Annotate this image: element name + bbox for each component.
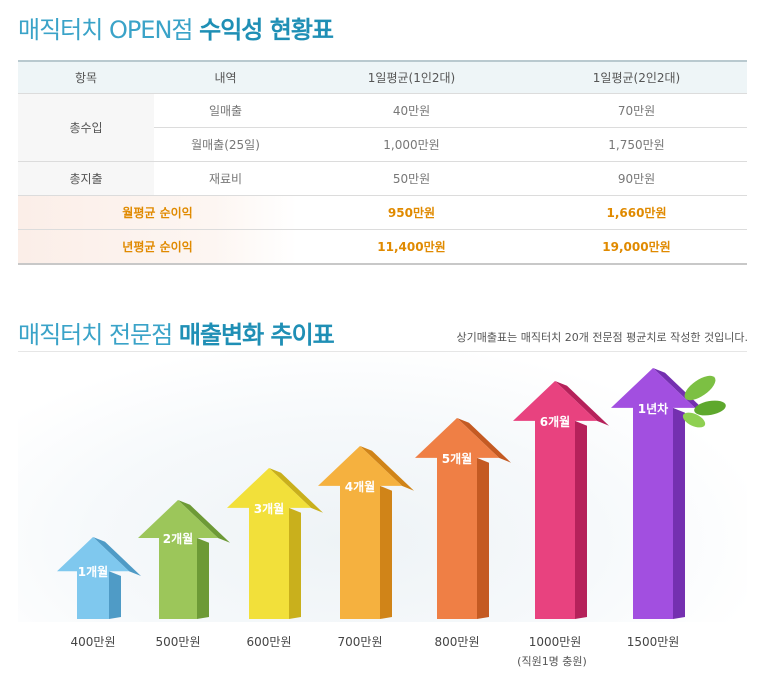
arrow-shape [138,500,218,619]
arrow-shape [457,418,511,463]
profit-value-1: 11,400만원 [297,229,526,265]
arrow-shape [57,537,129,619]
profit-label: 월평균 순이익 [18,195,297,230]
row-detail: 월매출(25일) [154,127,297,162]
row-value-1: 50만원 [297,161,526,196]
row-value-1: 1,000만원 [297,127,526,162]
arrow-shape [197,538,209,619]
arrow-shape [318,446,402,619]
table-row: 월매출(25일) 1,000만원 1,750만원 [18,127,747,162]
profit-value-1: 950만원 [297,195,526,230]
arrow-7: 1년차 [611,368,707,619]
row-detail: 일매출 [154,93,297,128]
arrow-shape [109,571,121,619]
profit-row: 년평균 순이익 11,400만원 19,000만원 [18,229,747,265]
arrow-amount-label: 800만원 [434,635,480,649]
arrow-period-label: 4개월 [345,479,375,494]
arrow-shape [513,381,597,619]
arrow-shape [673,407,685,619]
arrow-shape [653,368,707,413]
row-value-2: 90만원 [526,161,747,196]
header-item: 항목 [18,60,154,94]
table-row: 총수입 일매출 40만원 70만원 [18,93,747,162]
arrow-shape [178,500,230,543]
profitability-title: 매직터치 OPEN점 수익성 현황표 [18,16,334,44]
arrow-1: 1개월 [57,537,141,619]
arrow-shape [269,468,323,513]
arrow-period-label: 3개월 [254,501,284,516]
header-detail: 내역 [154,60,297,94]
arrow-amount-label: 1500만원 [626,635,680,649]
staff-note: (직원1명 충원) [517,655,587,668]
arrow-amount-label: 700만원 [337,635,383,649]
arrow-shape [575,420,587,619]
arrow-period-label: 6개월 [540,414,570,429]
row-detail: 재료비 [154,161,297,196]
profit-value-2: 19,000만원 [526,229,747,265]
arrow-shape [227,468,311,619]
leaf-icon [682,375,726,428]
arrow-shape [360,446,414,491]
arrow-period-label: 1개월 [78,564,108,579]
trend-note: 상기매출표는 매직터치 20개 전문점 평균치로 작성한 것입니다. [456,331,748,344]
divider [18,351,747,352]
arrow-3: 3개월 [227,468,323,619]
expense-category: 총지출 [18,161,154,196]
arrow-shape [380,485,392,619]
profit-value-2: 1,660만원 [526,195,747,230]
arrow-4: 4개월 [318,446,414,619]
arrow-6: 6개월 [513,381,609,619]
row-value-2: 70만원 [526,93,747,128]
table-header-row: 항목 내역 1일평균(1인2대) 1일평균(2인2대) [18,60,747,94]
arrow-shape [415,418,499,619]
arrow-amount-label: 400만원 [70,635,116,649]
arrow-shape [289,507,301,619]
arrow-shape [477,457,489,619]
profit-label: 년평균 순이익 [18,229,297,265]
sales-trend-title: 매직터치 전문점 매출변화 추이표 [18,321,335,349]
table-row: 총지출 재료비 50만원 90만원 [18,161,747,196]
arrow-period-label: 1년차 [638,401,668,416]
arrow-5: 5개월 [415,418,511,619]
profitability-table: 항목 내역 1일평균(1인2대) 1일평균(2인2대) 총수입 일매출 40만원… [18,60,747,265]
arrow-amount-label: 1000만원 [528,635,582,649]
header-1person: 1일평균(1인2대) [297,60,526,94]
row-value-1: 40만원 [297,93,526,128]
header-2person: 1일평균(2인2대) [526,60,747,94]
profit-row: 월평균 순이익 950만원 1,660만원 [18,195,747,230]
arrow-period-label: 5개월 [442,451,472,466]
arrow-amount-label: 600만원 [246,635,292,649]
arrow-shape [611,368,695,619]
arrow-shape [555,381,609,426]
row-value-2: 1,750만원 [526,127,747,162]
arrow-2: 2개월 [138,500,230,619]
arrow-shape [93,537,141,576]
arrow-period-label: 2개월 [163,531,193,546]
arrow-amount-label: 500만원 [155,635,201,649]
income-category: 총수입 [18,93,154,162]
